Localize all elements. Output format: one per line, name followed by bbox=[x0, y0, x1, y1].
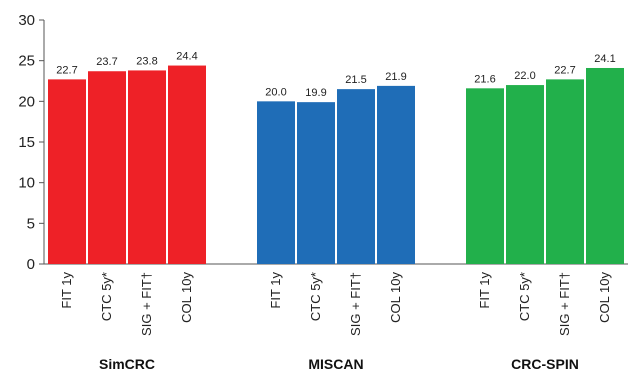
bar bbox=[586, 67, 624, 264]
category-label: SIG + FIT† bbox=[139, 272, 154, 336]
bar bbox=[297, 102, 335, 264]
y-tick-label: 5 bbox=[27, 215, 35, 232]
bar bbox=[466, 88, 504, 264]
bar bbox=[506, 85, 544, 264]
data-label: 21.5 bbox=[345, 74, 366, 86]
bar bbox=[377, 85, 415, 264]
category-label: COL 10y bbox=[179, 272, 194, 323]
data-label: 23.7 bbox=[96, 56, 117, 68]
data-label: 24.4 bbox=[176, 51, 197, 63]
y-tick-label: 30 bbox=[18, 12, 35, 29]
bar bbox=[48, 79, 86, 264]
y-tick-label: 25 bbox=[18, 53, 35, 70]
data-label: 19.9 bbox=[305, 87, 326, 99]
data-label: 21.6 bbox=[474, 73, 495, 85]
bar bbox=[546, 79, 584, 264]
y-tick-label: 10 bbox=[18, 175, 35, 192]
group-label: MISCAN bbox=[308, 356, 363, 372]
labels: 22.7 FIT 1y 23.7 CTC 5y* 23.8 SIG + FIT† 24.4 C… bbox=[56, 51, 615, 372]
group-label: SimCRC bbox=[99, 356, 155, 372]
category-label: SIG + FIT† bbox=[348, 272, 363, 336]
y-tick-label: 0 bbox=[27, 256, 35, 273]
data-label: 22.7 bbox=[554, 64, 575, 76]
bar bbox=[257, 101, 295, 264]
category-label: CTC 5y* bbox=[308, 272, 323, 321]
data-label: 22.0 bbox=[514, 70, 535, 82]
category-label: COL 10y bbox=[597, 272, 612, 323]
category-label: SIG + FIT† bbox=[557, 272, 572, 336]
bar bbox=[128, 70, 166, 264]
category-label: CTC 5y* bbox=[517, 272, 532, 321]
bar bbox=[337, 89, 375, 264]
bars bbox=[48, 65, 624, 265]
category-label: FIT 1y bbox=[268, 272, 283, 309]
category-label: FIT 1y bbox=[477, 272, 492, 309]
group-label: CRC-SPIN bbox=[511, 356, 579, 372]
category-label: CTC 5y* bbox=[99, 272, 114, 321]
data-label: 23.8 bbox=[136, 55, 157, 67]
category-label: FIT 1y bbox=[59, 272, 74, 309]
y-tick-label: 15 bbox=[18, 134, 35, 151]
data-label: 20.0 bbox=[265, 86, 286, 98]
bar bbox=[88, 71, 126, 265]
data-label: 22.7 bbox=[56, 64, 77, 76]
data-label: 21.9 bbox=[385, 71, 406, 83]
category-label: COL 10y bbox=[388, 272, 403, 323]
bar bbox=[168, 65, 206, 265]
y-tick-label: 20 bbox=[18, 93, 35, 110]
data-label: 24.1 bbox=[594, 53, 615, 65]
